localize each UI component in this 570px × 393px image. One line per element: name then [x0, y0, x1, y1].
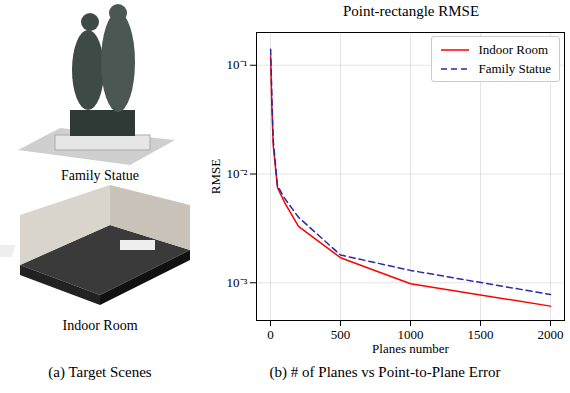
html-text:(b) # of Planes vs Point-to-Pl: (b) # of Planes vs Point-to-Plane Error [269, 364, 501, 380]
svg-text:0: 0 [267, 327, 274, 342]
svg-text:Planes number: Planes number [372, 341, 450, 356]
html-text:Family Statue: Family Statue [478, 60, 551, 76]
svg-text:10⁻³: 10⁻³ [227, 275, 248, 290]
svg-text:RMSE: RMSE [208, 159, 223, 194]
svg-text:2000: 2000 [538, 327, 564, 342]
html-text:(a) Target Scenes: (a) Target Scenes [48, 364, 152, 380]
svg-text:1000: 1000 [398, 327, 424, 342]
svg-text:10⁻¹: 10⁻¹ [227, 57, 248, 72]
html-text:Family Statue: Family Statue [60, 168, 140, 183]
svg-text:500: 500 [331, 327, 351, 342]
html-text:Indoor Room: Indoor Room [62, 318, 138, 333]
html-text:Point-rectangle RMSE: Point-rectangle RMSE [342, 3, 480, 19]
html-text:Indoor Room: Indoor Room [478, 41, 549, 57]
svg-text:1500: 1500 [468, 327, 494, 342]
svg-text:10⁻²: 10⁻² [227, 166, 248, 181]
